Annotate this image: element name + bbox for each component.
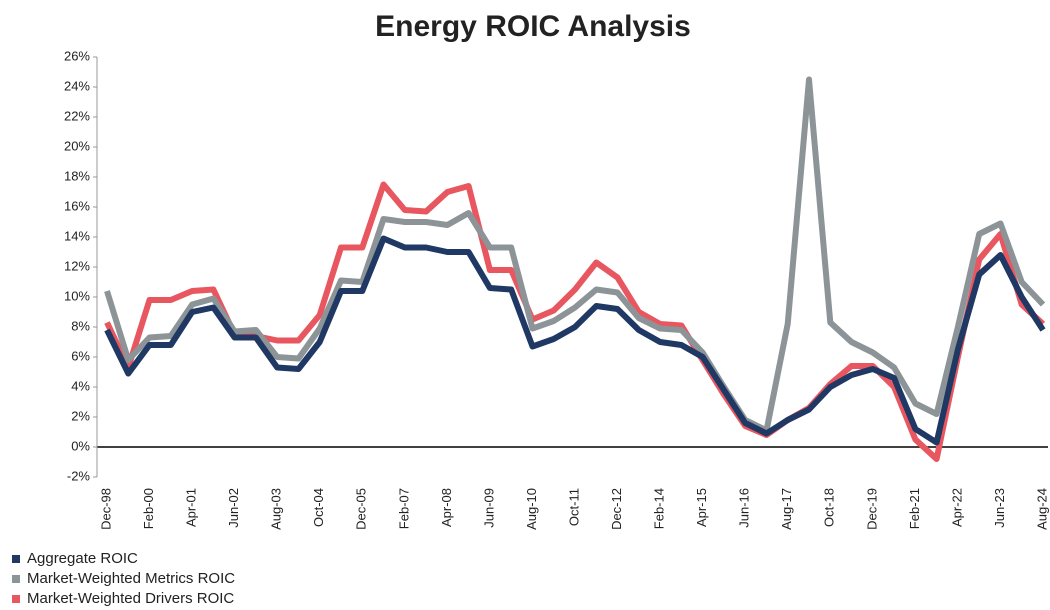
y-tick-label: 6% bbox=[71, 348, 90, 363]
x-tick-label: Dec-05 bbox=[354, 488, 369, 530]
y-tick-label: 4% bbox=[71, 378, 90, 393]
x-tick-label: Jun-09 bbox=[481, 488, 496, 528]
y-tick-label: 8% bbox=[71, 318, 90, 333]
y-tick-label: -2% bbox=[67, 468, 91, 483]
y-tick-label: 22% bbox=[64, 108, 90, 123]
x-tick-label: Feb-00 bbox=[141, 488, 156, 529]
y-tick-label: 2% bbox=[71, 408, 90, 423]
y-tick-label: 12% bbox=[64, 258, 90, 273]
legend-swatch bbox=[12, 555, 20, 563]
x-tick-label: Aug-03 bbox=[269, 488, 284, 530]
x-tick-label: Oct-11 bbox=[566, 488, 581, 526]
y-tick-label: 10% bbox=[64, 288, 90, 303]
x-tick-label: Apr-22 bbox=[949, 488, 964, 527]
x-tick-label: Oct-04 bbox=[311, 488, 326, 527]
y-tick-label: 20% bbox=[64, 138, 90, 153]
x-tick-label: Feb-14 bbox=[652, 488, 667, 529]
y-tick-label: 14% bbox=[64, 228, 90, 243]
y-tick-label: 24% bbox=[64, 78, 90, 93]
series-line bbox=[104, 76, 1046, 434]
legend-label: Market-Weighted Drivers ROIC bbox=[27, 590, 234, 607]
legend-swatch bbox=[12, 575, 20, 583]
x-tick-label: Apr-08 bbox=[439, 488, 454, 527]
x-tick-label: Aug-10 bbox=[524, 488, 539, 530]
x-tick-label: Dec-12 bbox=[609, 488, 624, 530]
x-tick-label: Jun-16 bbox=[737, 488, 752, 528]
x-tick-label: Jun-02 bbox=[226, 488, 241, 528]
x-tick-label: Feb-07 bbox=[396, 488, 411, 529]
chart-title: Energy ROIC Analysis bbox=[375, 10, 691, 43]
series-line bbox=[104, 181, 1046, 462]
legend-label: Aggregate ROIC bbox=[27, 550, 138, 567]
series-line bbox=[104, 235, 1046, 446]
x-tick-label: Aug-17 bbox=[779, 488, 794, 530]
x-tick-label: Aug-24 bbox=[1034, 488, 1049, 530]
x-tick-label: Jun-23 bbox=[992, 488, 1007, 528]
legend-label: Market-Weighted Metrics ROIC bbox=[27, 570, 235, 587]
legend-swatch bbox=[12, 595, 20, 603]
x-tick-label: Apr-15 bbox=[694, 488, 709, 527]
y-tick-label: 18% bbox=[64, 168, 90, 183]
x-tick-label: Feb-21 bbox=[907, 488, 922, 529]
y-tick-label: 16% bbox=[64, 198, 90, 213]
x-tick-label: Dec-19 bbox=[864, 488, 879, 530]
x-tick-label: Dec-98 bbox=[98, 488, 113, 530]
y-tick-label: 0% bbox=[71, 438, 90, 453]
x-tick-label: Apr-01 bbox=[184, 488, 199, 527]
x-tick-label: Oct-18 bbox=[822, 488, 837, 527]
y-tick-label: 26% bbox=[64, 48, 90, 63]
